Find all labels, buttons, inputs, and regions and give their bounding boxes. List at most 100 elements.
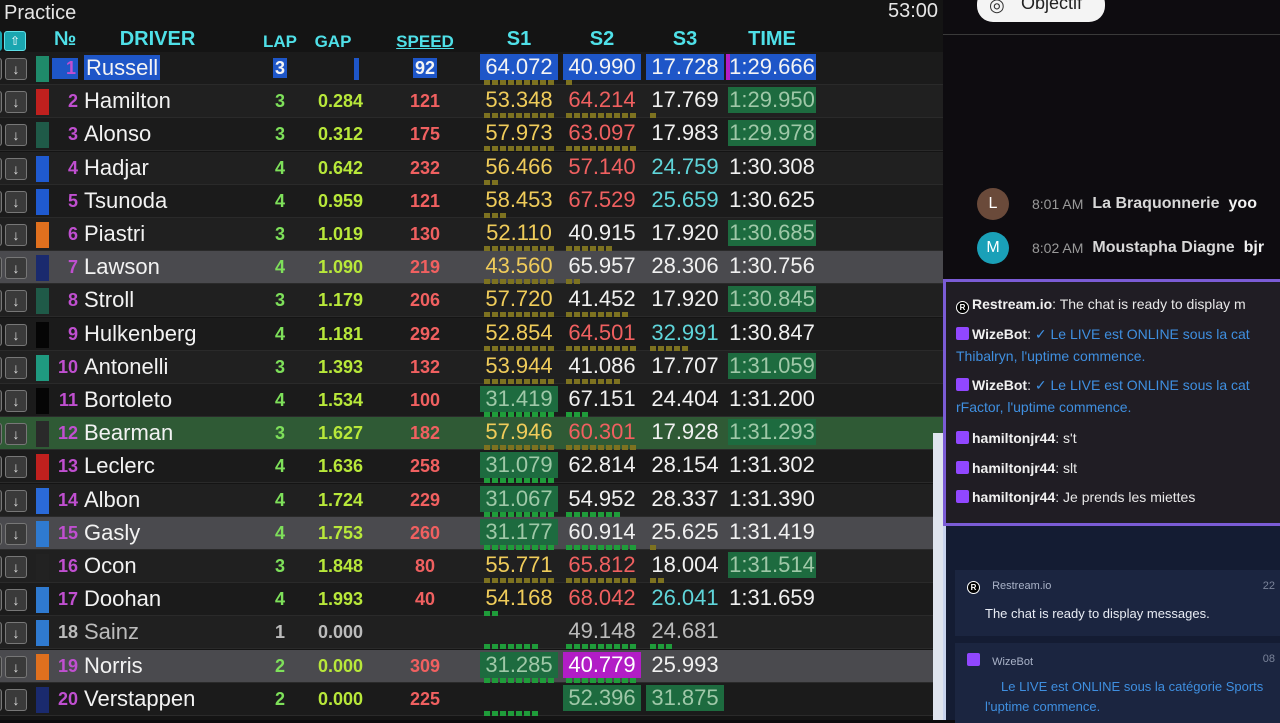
move-down-button[interactable]: ↓ bbox=[5, 522, 27, 545]
move-down-button[interactable]: ↓ bbox=[5, 58, 27, 80]
table-row[interactable]: ↓ 16 Ocon 3 1.848 80 55.771 65.812 18.004 1… bbox=[0, 550, 943, 583]
col-s3[interactable]: S3 bbox=[672, 28, 698, 50]
row-toggle[interactable] bbox=[0, 522, 2, 545]
row-toggle[interactable] bbox=[0, 489, 2, 512]
table-row[interactable]: ↓ 11 Bortoleto 4 1.534 100 31.419 67.151 2… bbox=[0, 384, 943, 417]
col-s1[interactable]: S1 bbox=[506, 28, 532, 50]
sort-toggle-left[interactable] bbox=[0, 31, 2, 51]
row-toggle[interactable] bbox=[0, 688, 2, 711]
table-row[interactable]: ↓ 3 Alonso 3 0.312 175 57.973 63.097 17.98… bbox=[0, 118, 943, 152]
position: 4 bbox=[67, 157, 78, 178]
table-row[interactable]: ↓ 19 Norris 2 0.000 309 31.285 40.779 25.9… bbox=[0, 649, 943, 683]
move-down-button[interactable]: ↓ bbox=[5, 556, 27, 578]
driver-name[interactable]: Verstappen bbox=[84, 686, 195, 712]
move-down-button[interactable]: ↓ bbox=[5, 224, 27, 246]
move-down-button[interactable]: ↓ bbox=[5, 655, 27, 678]
table-row[interactable]: ↓ 18 Sainz 1 0.000 49.148 24.681 bbox=[0, 616, 943, 650]
row-toggle[interactable] bbox=[0, 190, 2, 213]
driver-name[interactable]: Doohan bbox=[84, 586, 161, 612]
row-toggle[interactable] bbox=[0, 589, 2, 612]
message-user[interactable]: La Braquonnerie bbox=[1092, 195, 1220, 212]
move-down-button[interactable]: ↓ bbox=[5, 423, 27, 446]
driver-name[interactable]: Hadjar bbox=[84, 155, 149, 181]
row-toggle[interactable] bbox=[0, 390, 2, 412]
row-toggle[interactable] bbox=[0, 58, 2, 80]
table-row[interactable]: ↓ 2 Hamilton 3 0.284 121 53.348 64.214 17.… bbox=[0, 85, 943, 119]
move-down-button[interactable]: ↓ bbox=[5, 589, 27, 612]
row-toggle[interactable] bbox=[0, 124, 2, 147]
row-toggle[interactable] bbox=[0, 91, 2, 114]
row-toggle[interactable] bbox=[0, 224, 2, 246]
message-user[interactable]: Moustapha Diagne bbox=[1092, 239, 1235, 256]
row-toggle[interactable] bbox=[0, 323, 2, 346]
driver-name[interactable]: Piastri bbox=[84, 221, 145, 247]
move-down-button[interactable]: ↓ bbox=[5, 356, 27, 379]
move-down-button[interactable]: ↓ bbox=[5, 622, 27, 645]
row-toggle[interactable] bbox=[0, 157, 2, 180]
driver-name[interactable]: Leclerc bbox=[84, 453, 155, 479]
driver-name[interactable]: Stroll bbox=[84, 287, 134, 313]
table-row[interactable]: ↓ 15 Gasly 4 1.753 260 31.177 60.914 25.62… bbox=[0, 516, 943, 550]
table-row[interactable]: ↓ 9 Hulkenberg 4 1.181 292 52.854 64.501 3… bbox=[0, 317, 943, 351]
col-time[interactable]: TIME bbox=[748, 28, 796, 50]
objectif-button[interactable]: ◎ Objectif bbox=[977, 0, 1105, 22]
move-down-button[interactable]: ↓ bbox=[5, 390, 27, 412]
driver-name[interactable]: Hamilton bbox=[84, 88, 171, 114]
driver-name[interactable]: Ocon bbox=[84, 553, 137, 579]
table-row[interactable]: ↓ 13 Leclerc 4 1.636 258 31.079 62.814 28.… bbox=[0, 450, 943, 484]
row-toggle[interactable] bbox=[0, 622, 2, 645]
row-toggle[interactable] bbox=[0, 290, 2, 313]
scrollbar[interactable] bbox=[943, 526, 946, 720]
table-row[interactable]: ↓ 14 Albon 4 1.724 229 31.067 54.952 28.33… bbox=[0, 483, 943, 517]
driver-name[interactable]: Lawson bbox=[84, 254, 160, 280]
driver-name[interactable]: Norris bbox=[84, 653, 143, 679]
row-toggle[interactable] bbox=[0, 423, 2, 446]
speed: 175 bbox=[395, 124, 455, 145]
driver-name[interactable]: Alonso bbox=[84, 121, 151, 147]
table-row[interactable]: ↓ 5 Tsunoda 4 0.959 121 58.453 67.529 25.6… bbox=[0, 184, 943, 218]
row-toggle[interactable] bbox=[0, 456, 2, 479]
move-down-button[interactable]: ↓ bbox=[5, 257, 27, 280]
table-row[interactable]: ↓ 20 Verstappen 2 0.000 225 52.396 31.875 bbox=[0, 682, 943, 716]
table-row[interactable]: ↓ 1 Russell 3 92 64.072 40.990 17.728 1:29.… bbox=[0, 52, 943, 85]
table-row[interactable]: ↓ 7 Lawson 4 1.090 219 43.560 65.957 28.30… bbox=[0, 251, 943, 285]
table-row[interactable]: ↓ 4 Hadjar 4 0.642 232 56.466 57.140 24.75… bbox=[0, 151, 943, 185]
col-gap[interactable]: GAP bbox=[314, 32, 352, 51]
speed-text: 292 bbox=[409, 323, 441, 344]
avatar[interactable]: M bbox=[977, 232, 1009, 264]
row-toggle[interactable] bbox=[0, 556, 2, 578]
table-row[interactable]: ↓ 17 Doohan 4 1.993 40 54.168 68.042 26.04… bbox=[0, 583, 943, 617]
driver-name[interactable]: Sainz bbox=[84, 619, 139, 645]
move-down-button[interactable]: ↓ bbox=[5, 290, 27, 313]
row-toggle[interactable] bbox=[0, 257, 2, 280]
move-down-button[interactable]: ↓ bbox=[5, 688, 27, 711]
table-row[interactable]: ↓ 8 Stroll 3 1.179 206 57.720 41.452 17.92… bbox=[0, 284, 943, 318]
driver-name[interactable]: Russell bbox=[84, 55, 161, 81]
move-down-button[interactable]: ↓ bbox=[5, 124, 27, 147]
move-down-button[interactable]: ↓ bbox=[5, 456, 27, 479]
move-down-button[interactable]: ↓ bbox=[5, 157, 27, 180]
avatar[interactable]: L bbox=[977, 188, 1009, 220]
sort-up-button[interactable]: ⇧ bbox=[4, 31, 26, 51]
col-lap[interactable]: LAP bbox=[263, 32, 297, 51]
row-toggle[interactable] bbox=[0, 356, 2, 379]
col-pos[interactable]: № bbox=[53, 28, 77, 50]
col-s2[interactable]: S2 bbox=[589, 28, 615, 50]
move-down-button[interactable]: ↓ bbox=[5, 190, 27, 213]
driver-name[interactable]: Hulkenberg bbox=[84, 321, 197, 347]
driver-name[interactable]: Bearman bbox=[84, 420, 173, 446]
col-speed[interactable]: SPEED bbox=[396, 32, 454, 51]
driver-name[interactable]: Tsunoda bbox=[84, 188, 167, 214]
driver-name[interactable]: Gasly bbox=[84, 520, 140, 546]
move-down-button[interactable]: ↓ bbox=[5, 323, 27, 346]
table-row[interactable]: ↓ 6 Piastri 3 1.019 130 52.110 40.915 17.9… bbox=[0, 218, 943, 251]
move-down-button[interactable]: ↓ bbox=[5, 91, 27, 114]
row-toggle[interactable] bbox=[0, 655, 2, 678]
driver-name[interactable]: Albon bbox=[84, 487, 140, 513]
table-row[interactable]: ↓ 10 Antonelli 3 1.393 132 53.944 41.086 1… bbox=[0, 350, 943, 384]
move-down-button[interactable]: ↓ bbox=[5, 489, 27, 512]
table-row[interactable]: ↓ 12 Bearman 3 1.627 182 57.946 60.301 17.… bbox=[0, 417, 943, 451]
driver-name[interactable]: Antonelli bbox=[84, 354, 168, 380]
col-driver[interactable]: DRIVER bbox=[119, 28, 196, 50]
driver-name[interactable]: Bortoleto bbox=[84, 387, 172, 413]
